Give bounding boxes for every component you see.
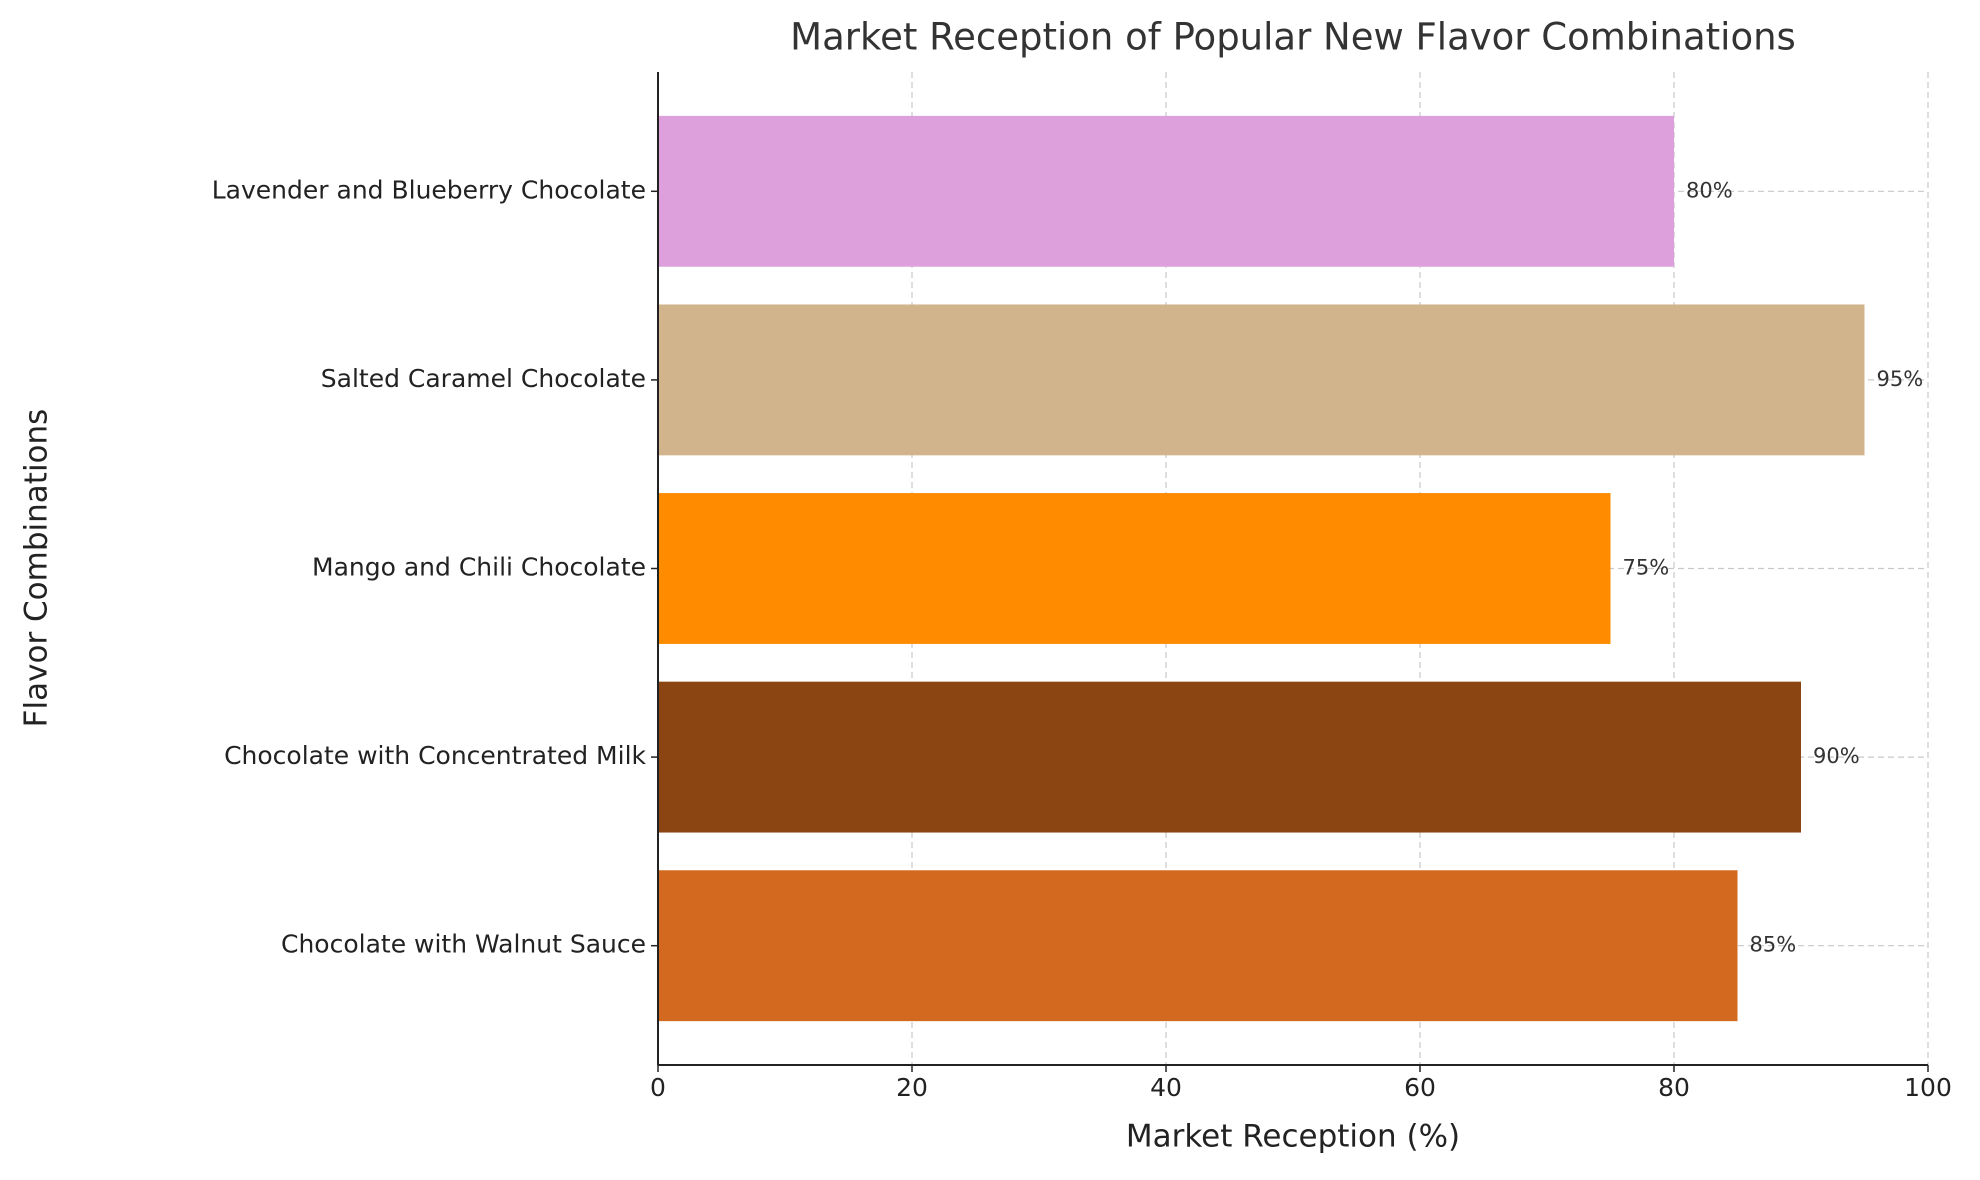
- bar: [658, 870, 1738, 1022]
- y-tick-label: Chocolate with Walnut Sauce: [281, 930, 646, 959]
- y-tick-label: Chocolate with Concentrated Milk: [224, 741, 646, 770]
- value-label: 80%: [1686, 178, 1733, 202]
- y-axis-label: Flavor Combinations: [19, 409, 55, 728]
- value-label: 95%: [1877, 367, 1924, 391]
- chart-title: Market Reception of Popular New Flavor C…: [790, 16, 1796, 59]
- y-tick-label: Salted Caramel Chocolate: [321, 364, 646, 393]
- x-tick-label: 0: [650, 1073, 666, 1102]
- bar: [658, 493, 1611, 644]
- x-axis-label: Market Reception (%): [1126, 1119, 1460, 1155]
- value-label: 75%: [1623, 556, 1670, 580]
- y-tick-label: Mango and Chili Chocolate: [312, 553, 646, 582]
- bar: [658, 304, 1865, 456]
- x-tick-label: 60: [1404, 1073, 1436, 1102]
- bar: [658, 681, 1801, 833]
- bar: [658, 115, 1674, 267]
- value-label: 85%: [1750, 933, 1797, 957]
- x-tick-label: 80: [1658, 1073, 1690, 1102]
- x-tick-label: 20: [896, 1073, 928, 1102]
- x-tick-label: 100: [1904, 1073, 1952, 1102]
- y-tick-label: Lavender and Blueberry Chocolate: [212, 175, 646, 204]
- x-tick-label: 40: [1150, 1073, 1182, 1102]
- value-label: 90%: [1813, 744, 1860, 768]
